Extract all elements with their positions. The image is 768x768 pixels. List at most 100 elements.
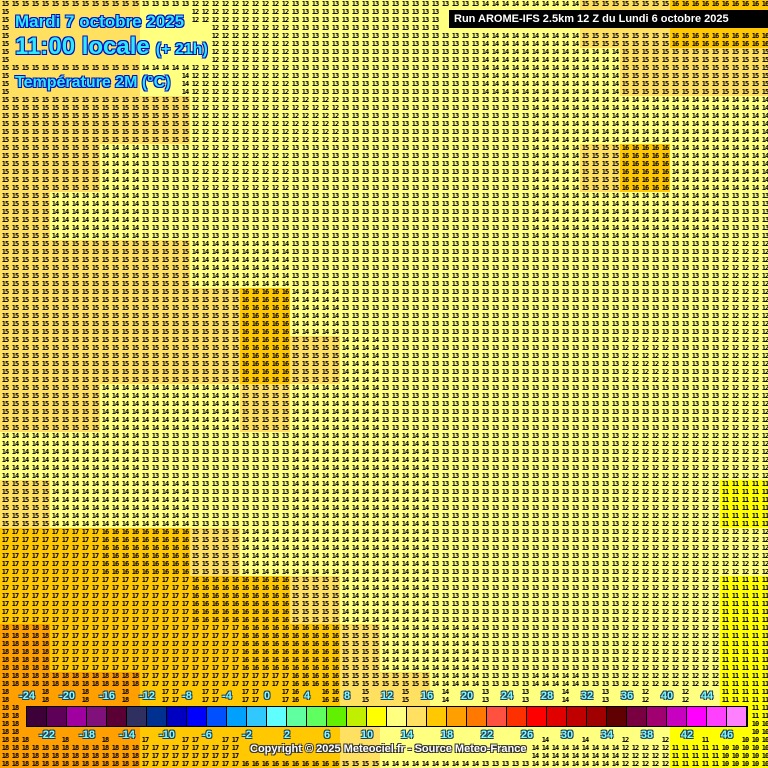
grid-value: 13: [440, 368, 450, 376]
grid-value: 13: [710, 240, 720, 248]
grid-value: 14: [510, 0, 520, 8]
grid-value: 15: [40, 512, 50, 520]
grid-value: 13: [410, 312, 420, 320]
grid-value: 15: [220, 360, 230, 368]
grid-value: 13: [550, 368, 560, 376]
grid-value: 15: [210, 296, 220, 304]
grid-value: 14: [390, 472, 400, 480]
grid-value: 13: [300, 8, 310, 16]
grid-value: 15: [40, 104, 50, 112]
grid-value: 12: [230, 24, 240, 32]
grid-value: 16: [620, 160, 630, 168]
grid-value: 13: [680, 328, 690, 336]
grid-value: 14: [110, 512, 120, 520]
grid-value: 12: [660, 368, 670, 376]
grid-value: 13: [540, 488, 550, 496]
grid-value: 13: [390, 216, 400, 224]
grid-value: 15: [10, 408, 20, 416]
grid-value: 16: [240, 296, 250, 304]
grid-value: 13: [510, 328, 520, 336]
grid-value: 13: [540, 312, 550, 320]
grid-value: 13: [210, 232, 220, 240]
grid-value: 15: [80, 264, 90, 272]
grid-value: 15: [90, 280, 100, 288]
grid-value: 13: [300, 232, 310, 240]
grid-value: 15: [50, 168, 60, 176]
grid-value: 16: [270, 336, 280, 344]
grid-value: 12: [310, 112, 320, 120]
grid-value: 14: [480, 40, 490, 48]
grid-value: 13: [460, 240, 470, 248]
grid-value: 14: [390, 464, 400, 472]
grid-value: 14: [400, 456, 410, 464]
grid-value: 13: [490, 208, 500, 216]
grid-value: 14: [50, 192, 60, 200]
grid-value: 15: [280, 424, 290, 432]
grid-value: 13: [270, 496, 280, 504]
grid-value: 14: [370, 408, 380, 416]
grid-value: 14: [730, 128, 740, 136]
grid-value: 15: [650, 0, 660, 8]
grid-value: 14: [360, 376, 370, 384]
grid-value: 13: [450, 248, 460, 256]
grid-value: 13: [490, 504, 500, 512]
grid-fill: [160, 80, 170, 88]
grid-value: 15: [10, 240, 20, 248]
grid-value: 12: [680, 496, 690, 504]
grid-value: 12: [210, 184, 220, 192]
grid-value: 15: [30, 312, 40, 320]
grid-value: 15: [580, 0, 590, 8]
grid-value: 15: [20, 112, 30, 120]
grid-value: 15: [130, 264, 140, 272]
grid-value: 13: [480, 352, 490, 360]
grid-value: 13: [470, 248, 480, 256]
grid-value: 16: [640, 160, 650, 168]
grid-value: 13: [370, 272, 380, 280]
grid-fill: [180, 40, 190, 48]
grid-value: 15: [580, 184, 590, 192]
grid-value: 13: [510, 376, 520, 384]
grid-value: 14: [660, 192, 670, 200]
grid-value: 14: [340, 504, 350, 512]
grid-value: 13: [290, 88, 300, 96]
grid-value: 12: [720, 328, 730, 336]
grid-value: 12: [750, 384, 760, 392]
grid-value: 13: [370, 112, 380, 120]
grid-value: 13: [400, 136, 410, 144]
grid-value: 15: [110, 304, 120, 312]
grid-fill: [20, 80, 30, 88]
grid-value: 14: [420, 488, 430, 496]
grid-value: 13: [530, 344, 540, 352]
grid-value: 12: [730, 248, 740, 256]
grid-value: 16: [700, 32, 710, 40]
grid-value: 13: [690, 416, 700, 424]
grid-value: 13: [480, 408, 490, 416]
grid-value: 13: [450, 368, 460, 376]
grid-value: 14: [620, 128, 630, 136]
grid-value: 14: [120, 384, 130, 392]
grid-value: 14: [60, 200, 70, 208]
grid-value: 14: [660, 216, 670, 224]
grid-value: 13: [300, 24, 310, 32]
grid-value: 14: [110, 504, 120, 512]
grid-value: 15: [20, 120, 30, 128]
grid-value: 16: [280, 376, 290, 384]
grid-fill: [170, 40, 180, 48]
grid-value: 14: [620, 104, 630, 112]
grid-value: 12: [230, 128, 240, 136]
grid-value: 13: [710, 256, 720, 264]
grid-value: 14: [560, 224, 570, 232]
grid-value: 13: [650, 256, 660, 264]
grid-value: 14: [110, 176, 120, 184]
grid-value: 13: [590, 384, 600, 392]
grid-value: 13: [390, 64, 400, 72]
grid-value: 14: [70, 488, 80, 496]
grid-value: 14: [50, 216, 60, 224]
grid-value: 15: [70, 320, 80, 328]
grid-value: 13: [160, 152, 170, 160]
grid-value: 12: [680, 488, 690, 496]
grid-value: 13: [400, 168, 410, 176]
grid-value: 13: [610, 504, 620, 512]
grid-value: 14: [150, 384, 160, 392]
grid-value: 13: [360, 80, 370, 88]
